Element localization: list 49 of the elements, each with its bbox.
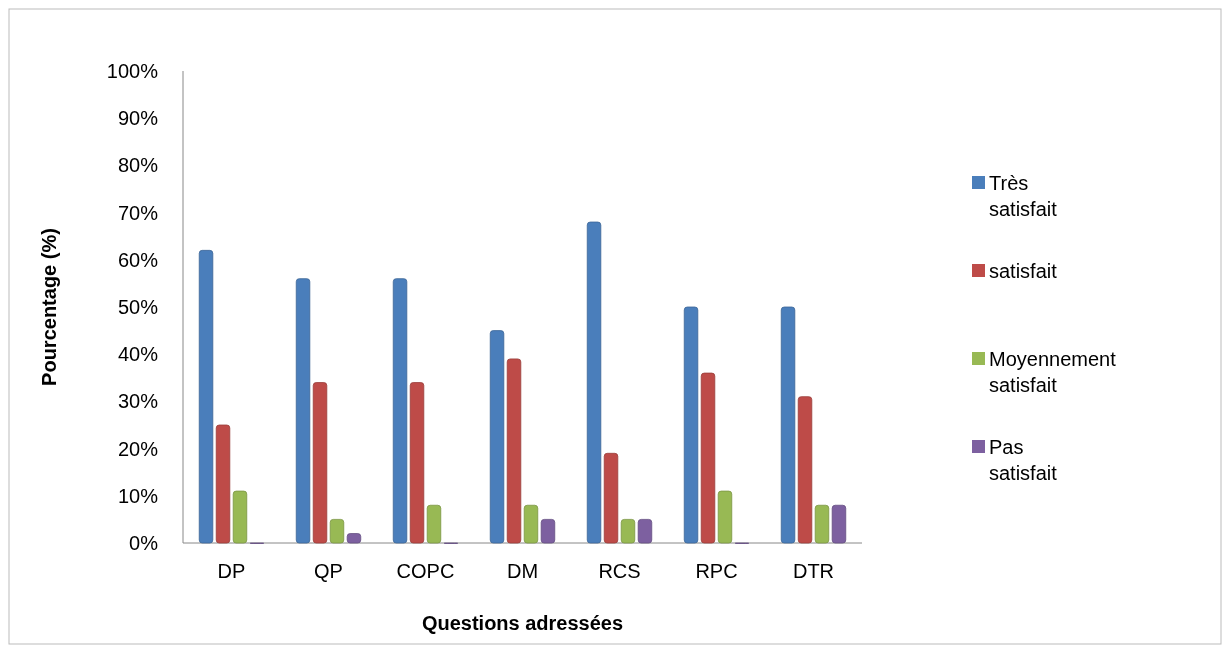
bar <box>797 396 813 544</box>
bar <box>198 249 214 544</box>
bar <box>603 452 619 544</box>
y-tick-label: 30% <box>117 390 159 413</box>
x-tick-label: COPC <box>396 560 455 582</box>
y-axis-title: Pourcentage (%) <box>38 228 60 386</box>
bar <box>540 519 556 544</box>
bar <box>700 372 716 544</box>
bar <box>586 221 602 544</box>
bar <box>295 278 311 544</box>
x-tick-label: DP <box>217 560 246 582</box>
bar <box>346 533 362 544</box>
legend-label: Moyennement satisfait <box>989 348 1117 396</box>
bar <box>426 504 442 544</box>
bar <box>814 504 830 544</box>
x-tick-label: RCS <box>598 560 641 582</box>
y-tick-label: 10% <box>117 484 159 507</box>
x-axis-title: Questions adressées <box>421 612 624 634</box>
bar <box>780 306 796 544</box>
x-tick-label: DTR <box>792 560 835 582</box>
y-tick-label: 40% <box>117 343 159 366</box>
bar <box>409 382 425 544</box>
bar <box>717 490 733 544</box>
bar <box>831 504 847 544</box>
legend-label: Très satisfait <box>989 172 1058 220</box>
y-tick-label: 80% <box>117 154 159 177</box>
y-tick-label: 70% <box>117 201 159 224</box>
y-tick-label: 20% <box>117 437 159 460</box>
x-tick-label: DM <box>506 560 539 582</box>
bar <box>523 504 539 544</box>
bar <box>683 306 699 544</box>
bar <box>392 278 408 544</box>
legend-label: satisfait <box>989 260 1058 282</box>
y-tick-label: 100% <box>106 60 159 82</box>
y-tick-label: 0% <box>129 532 159 554</box>
x-tick-label: RPC <box>695 560 738 582</box>
legend-label: Pas satisfait <box>989 436 1058 484</box>
y-tick-label: 90% <box>117 107 159 130</box>
bar <box>620 519 636 544</box>
x-tick-label: QP <box>314 560 343 582</box>
bar <box>489 330 505 544</box>
y-tick-label: 50% <box>117 296 159 318</box>
bar <box>215 424 231 544</box>
bar <box>637 519 653 544</box>
bar <box>329 519 345 544</box>
y-tick-label: 60% <box>117 248 159 271</box>
bar <box>232 490 248 544</box>
bar <box>506 358 522 544</box>
bar <box>312 382 328 544</box>
